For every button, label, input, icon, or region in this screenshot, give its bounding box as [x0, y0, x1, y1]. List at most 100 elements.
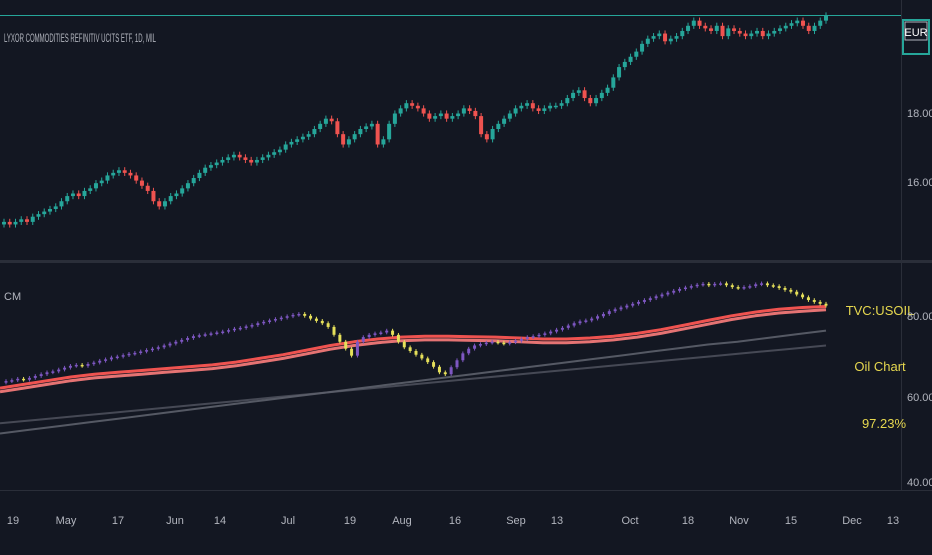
- candle-body: [599, 92, 604, 99]
- oil-bar-body: [432, 362, 436, 367]
- oil-bar-body: [660, 294, 664, 297]
- candle-body: [185, 183, 190, 189]
- candle-body: [295, 139, 300, 142]
- oil-pane: [0, 281, 828, 435]
- time-axis[interactable]: 19 May 17 Jun 14 Jul 19 Aug 16 Sep 13 Oc…: [7, 515, 899, 527]
- candle-body: [565, 98, 570, 104]
- candle-body: [36, 214, 41, 217]
- candle-body: [496, 123, 501, 129]
- oil-bar-body: [221, 331, 225, 334]
- candle-body: [766, 33, 771, 37]
- currency-badge-frame: [902, 19, 930, 55]
- candle-body: [369, 123, 374, 127]
- candle-body: [795, 20, 800, 24]
- time-label: Nov: [729, 515, 749, 527]
- oil-bar-body: [455, 360, 459, 368]
- currency-badge-label: EUR: [904, 27, 927, 39]
- oil-bar-body: [572, 323, 576, 326]
- oil-bar-body: [191, 336, 195, 339]
- candle-body: [65, 196, 70, 202]
- candle-body: [542, 108, 547, 111]
- candle-body: [657, 33, 662, 37]
- oil-bar-body: [385, 330, 389, 333]
- oil-bar-body: [443, 372, 447, 375]
- candle-body: [617, 67, 622, 78]
- oil-bar-body: [689, 286, 693, 288]
- candle-body: [571, 92, 576, 99]
- oil-bar-body: [16, 378, 20, 381]
- oil-bar-body: [695, 284, 699, 287]
- oil-bar-body: [396, 334, 400, 342]
- price-tick-16: 16.000: [907, 177, 932, 189]
- time-axis-border: [0, 490, 932, 491]
- oil-long-ma-line: [0, 329, 827, 435]
- oil-tick-40: 40.000: [907, 477, 932, 489]
- candle-body: [513, 108, 518, 114]
- oil-bar-body: [215, 332, 219, 334]
- candle-body: [548, 105, 553, 109]
- candle-body: [398, 108, 403, 114]
- candle-body: [346, 139, 351, 145]
- oil-bar-body: [748, 286, 752, 288]
- oil-bar-body: [22, 378, 26, 381]
- oil-bar-body: [601, 313, 605, 317]
- candle-body: [680, 30, 685, 37]
- candle-body: [525, 103, 530, 106]
- oil-bar-body: [156, 347, 160, 349]
- candle-body: [180, 188, 185, 194]
- oil-bar-body: [613, 309, 617, 312]
- candle-body: [134, 175, 139, 181]
- indicator-label[interactable]: CM: [4, 291, 21, 303]
- candle-body: [237, 154, 242, 158]
- candle-body: [145, 185, 150, 191]
- oil-bar-body: [98, 360, 102, 363]
- oil-bar-body: [303, 313, 307, 316]
- oil-bar-body: [531, 336, 535, 338]
- oil-bar-body: [244, 326, 248, 328]
- candle-body: [640, 43, 645, 52]
- time-label: 19: [344, 515, 356, 527]
- time-label: Jul: [281, 515, 295, 527]
- candle-body: [387, 123, 392, 140]
- oil-bar-body: [4, 381, 8, 383]
- candle-body: [415, 105, 420, 109]
- candle-body: [732, 28, 737, 31]
- candle-body: [111, 172, 116, 176]
- oil-bar-body: [86, 363, 90, 366]
- candle-body: [191, 178, 196, 184]
- oil-bar-body: [596, 316, 600, 319]
- currency-badge[interactable]: EUR: [902, 19, 930, 55]
- oil-bar-body: [197, 335, 201, 337]
- candle-body: [318, 123, 323, 129]
- candle-body: [622, 61, 627, 68]
- oil-bar-body: [502, 342, 506, 345]
- oil-bar-body: [203, 334, 207, 336]
- pane-divider[interactable]: [0, 260, 932, 263]
- oil-tick-60: 60.000: [907, 392, 932, 404]
- oil-bar-body: [420, 354, 424, 359]
- candle-body: [502, 118, 507, 124]
- oil-bar-body: [449, 367, 453, 375]
- candle-body: [703, 25, 708, 29]
- candle-body: [392, 113, 397, 124]
- candle-body: [42, 211, 47, 215]
- oil-bar-body: [414, 351, 418, 355]
- candle-body: [272, 152, 277, 155]
- candle-body: [806, 25, 811, 31]
- candle-body: [220, 159, 225, 163]
- candle-body: [30, 216, 35, 222]
- oil-bar-body: [555, 329, 559, 332]
- oil-bar-body: [765, 283, 769, 286]
- candle-body: [691, 20, 696, 26]
- oil-bar-body: [285, 316, 289, 318]
- candle-body: [2, 221, 6, 225]
- candle-body: [536, 108, 541, 111]
- oil-bar-body: [314, 318, 318, 321]
- candle-body: [594, 98, 599, 104]
- oil-bar-body: [268, 320, 272, 322]
- oil-bar-body: [145, 350, 149, 352]
- candle-body: [260, 157, 265, 160]
- time-label: 15: [785, 515, 797, 527]
- candle-body: [88, 188, 93, 191]
